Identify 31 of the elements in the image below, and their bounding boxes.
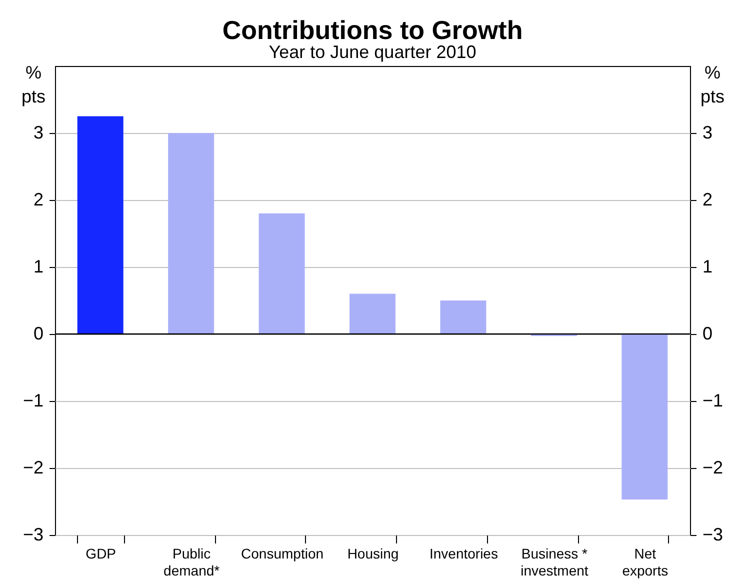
y2-tick-label: 1 bbox=[702, 256, 713, 276]
x-tick-label: Inventories bbox=[429, 546, 498, 562]
y2-tick-label: −2 bbox=[702, 458, 724, 478]
bar bbox=[350, 294, 396, 334]
y2-tick-label: 0 bbox=[702, 324, 713, 344]
y-tick-label: −2 bbox=[22, 458, 44, 478]
chart-title: Contributions to Growth bbox=[222, 15, 523, 45]
x-tick-label: Public demand* bbox=[164, 546, 220, 578]
y-tick-label: 2 bbox=[33, 190, 44, 210]
bar bbox=[622, 334, 668, 500]
y-axis-title: % pts bbox=[21, 62, 46, 106]
y-tick-label: 0 bbox=[33, 324, 44, 344]
y2-axis-title: % pts bbox=[700, 62, 725, 106]
y-tick-label: 1 bbox=[33, 256, 44, 276]
x-tick-label: Housing bbox=[347, 546, 399, 562]
x-tick-label: Consumption bbox=[241, 546, 324, 562]
y2-tick-label: −3 bbox=[702, 524, 724, 544]
y2-tick-label: 3 bbox=[702, 122, 713, 142]
bar bbox=[168, 133, 214, 334]
x-tick-label: Business * investment bbox=[520, 546, 588, 578]
y-tick-label: −3 bbox=[22, 524, 44, 544]
bar bbox=[440, 300, 486, 334]
y2-tick-label: −1 bbox=[702, 390, 724, 410]
bar bbox=[77, 116, 124, 334]
x-tick-label: GDP bbox=[86, 546, 116, 562]
chart-subtitle: Year to June quarter 2010 bbox=[268, 42, 476, 62]
x-tick-label: Net exports bbox=[622, 546, 668, 578]
y-tick-label: −1 bbox=[22, 390, 44, 410]
bar bbox=[258, 213, 305, 334]
y2-tick-label: 2 bbox=[702, 190, 713, 210]
y-tick-label: 3 bbox=[33, 122, 44, 142]
